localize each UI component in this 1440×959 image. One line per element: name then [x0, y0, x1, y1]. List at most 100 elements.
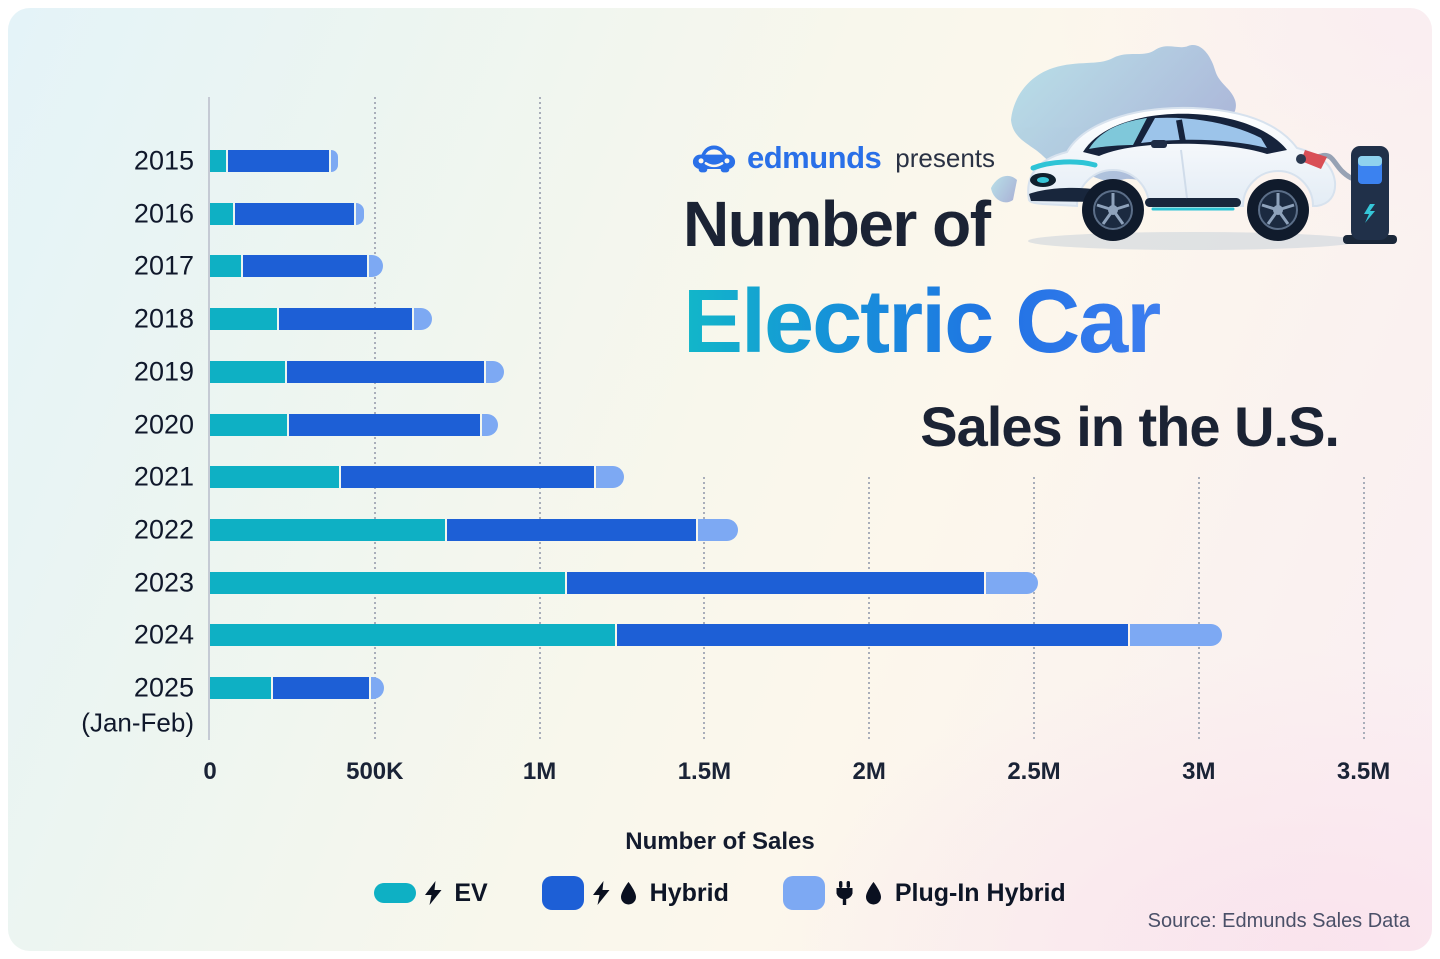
- rear-wheel: [1247, 179, 1309, 241]
- bar-row-2016: 2016: [134, 198, 364, 228]
- bar-segment-ev-2015: [210, 150, 227, 172]
- gridline-3.5M: [1362, 477, 1365, 740]
- title-line-2: Electric Car: [683, 274, 1339, 370]
- legend-item-plug-in-hybrid: Plug-In Hybrid: [782, 876, 1066, 910]
- bar-segment-plug-in-hybrid-2016: [355, 202, 364, 225]
- front-wheel: [1082, 179, 1144, 241]
- bar-row-2025: 2025 (Jan-Feb): [81, 673, 384, 738]
- bar-segment-ev-2021: [210, 466, 340, 489]
- bar-segment-hybrid-2015: [228, 150, 329, 172]
- bar-segment-plug-in-hybrid-2022: [697, 518, 739, 541]
- bar-segment-ev-2016: [210, 202, 234, 225]
- x-axis-title: Number of Sales: [625, 828, 815, 855]
- bar-segment-plug-in-hybrid-2023: [985, 571, 1039, 594]
- legend-label: Plug-In Hybrid: [894, 878, 1066, 907]
- bar-row-2020: 2020: [134, 409, 499, 439]
- ground-shadow: [1028, 232, 1358, 250]
- gridline-1.5M: [703, 477, 706, 740]
- legend-item-hybrid: Hybrid: [541, 876, 729, 910]
- gridline-3M: [1197, 477, 1200, 740]
- bar-segment-ev-2025: [210, 677, 272, 699]
- legend-item-ev: EV: [374, 878, 488, 908]
- year-label: 2023: [133, 567, 194, 598]
- x-tick-label: 2M: [852, 758, 886, 785]
- bar-row-2022: 2022: [134, 514, 739, 544]
- plug-in-hybrid-swatch: [782, 876, 825, 910]
- legend: EV Hybrid Plug-In Hybrid: [8, 876, 1432, 910]
- bar-segment-hybrid-2024: [617, 624, 1128, 647]
- bar-segment-hybrid-2023: [567, 571, 984, 594]
- gridline-1M: [538, 97, 541, 740]
- bar-segment-hybrid-2021: [341, 466, 594, 489]
- bar-segment-ev-2024: [210, 624, 616, 647]
- x-tick-label: 3M: [1182, 758, 1216, 785]
- brand-row: edmunds presents: [683, 138, 1339, 178]
- presents-text: presents: [895, 142, 996, 173]
- bar-row-2015: 2015: [134, 146, 339, 176]
- year-label: 2019: [133, 356, 194, 387]
- edmunds-car-logo-icon: [692, 145, 736, 173]
- bar-segment-ev-2022: [210, 518, 445, 541]
- ev-charging-illustration: [991, 45, 1397, 250]
- bar-segment-hybrid-2017: [243, 255, 367, 278]
- bar-segment-hybrid-2018: [278, 308, 412, 331]
- bar-segment-plug-in-hybrid-2020: [481, 413, 499, 436]
- bar-segment-plug-in-hybrid-2021: [595, 466, 624, 489]
- bar-segment-plug-in-hybrid-2019: [485, 360, 505, 383]
- year-label: 2018: [133, 303, 194, 334]
- bar-segment-plug-in-hybrid-2017: [368, 255, 384, 278]
- brand-name: edmunds: [747, 140, 882, 175]
- bar-segment-hybrid-2022: [447, 518, 696, 541]
- gridline-2M: [868, 477, 871, 740]
- bar-segment-ev-2019: [210, 360, 285, 383]
- bar-segment-ev-2018: [210, 308, 277, 331]
- year-label: 2025 (Jan-Feb): [81, 672, 194, 738]
- legend-label: Hybrid: [649, 878, 729, 907]
- bar-row-2018: 2018: [134, 304, 432, 334]
- bar-segment-hybrid-2016: [235, 202, 354, 225]
- y-axis-line: [208, 97, 210, 740]
- source-credit: Source: Edmunds Sales Data: [1147, 910, 1410, 932]
- year-label: 2024: [133, 619, 194, 650]
- plug-icon: [836, 881, 853, 905]
- bar-segment-hybrid-2020: [288, 413, 480, 436]
- year-label: 2017: [133, 250, 194, 281]
- bar-row-2023: 2023: [134, 567, 1039, 597]
- droplet-icon: [865, 882, 881, 905]
- title-line-1: Number of: [683, 188, 991, 260]
- year-label: 2022: [133, 514, 194, 545]
- bar-segment-plug-in-hybrid-2018: [413, 308, 432, 331]
- bar-segment-ev-2020: [210, 413, 287, 436]
- title-line-3: Sales in the U.S.: [920, 395, 1340, 458]
- bar-segment-hybrid-2025: [273, 677, 369, 699]
- x-tick-label: 1.5M: [677, 758, 732, 785]
- droplet-icon: [620, 882, 636, 905]
- bar-segment-ev-2017: [210, 255, 242, 278]
- bar-row-2017: 2017: [134, 251, 384, 281]
- x-tick-label: 3.5M: [1336, 758, 1391, 785]
- year-label: 2021: [133, 461, 194, 492]
- bar-segment-hybrid-2019: [286, 360, 484, 383]
- title-block: edmunds presents Number of Electric Car …: [683, 138, 1340, 458]
- bolt-icon: [425, 881, 442, 905]
- bar-row-2024: 2024: [134, 620, 1222, 650]
- plot-area: 0 500K 1M 1.5M 2M 2.5M 3M 3.5M 2015 2016 2017 2018 2…: [81, 97, 1390, 785]
- bar-segment-plug-in-hybrid-2015: [330, 150, 339, 172]
- x-tick-label: 1M: [522, 758, 557, 785]
- bar-segment-ev-2023: [210, 571, 566, 594]
- year-sublabel: (Jan-Feb): [81, 707, 194, 738]
- infographic-card: 0 500K 1M 1.5M 2M 2.5M 3M 3.5M 2015 2016 2017 2018 2…: [8, 8, 1432, 951]
- bar-row-2019: 2019: [134, 356, 505, 386]
- x-tick-label: 500K: [346, 758, 404, 785]
- electric-suv: [1027, 106, 1337, 241]
- bolt-icon: [592, 881, 610, 905]
- gridline-2.5M: [1033, 477, 1035, 740]
- ev-swatch: [374, 883, 417, 903]
- hybrid-swatch: [541, 876, 584, 910]
- x-tick-label: 2.5M: [1007, 758, 1061, 785]
- year-label: 2015: [133, 145, 194, 176]
- x-tick-label: 0: [203, 758, 217, 785]
- legend-label: EV: [454, 878, 488, 907]
- year-label: 2020: [133, 409, 194, 439]
- bar-segment-plug-in-hybrid-2024: [1129, 624, 1222, 647]
